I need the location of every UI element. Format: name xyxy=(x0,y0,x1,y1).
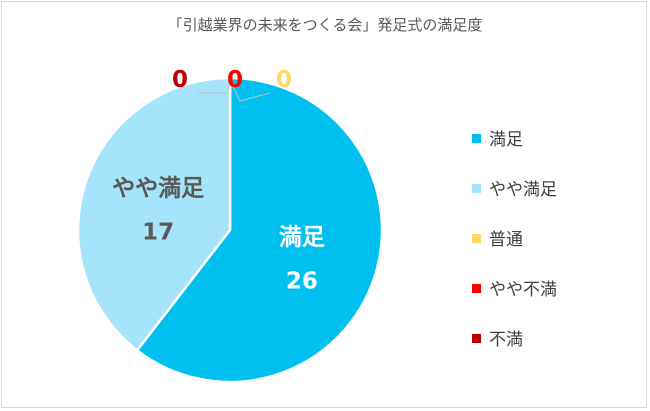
leader-line-3 xyxy=(229,79,271,102)
slice-value-label-5: 0 xyxy=(172,67,188,93)
legend-swatch-4 xyxy=(472,284,481,293)
legend-label-5: 不満 xyxy=(489,330,523,350)
slice-value-label-2: 17 xyxy=(142,219,174,245)
legend-swatch-3 xyxy=(472,234,481,243)
chart-title: 「引越業界の未来をつくる会」発足式の満足度 xyxy=(168,16,483,34)
slice-labels: 満足 26 やや満足 17 0 0 0 xyxy=(112,67,325,295)
leader-line-5 xyxy=(198,79,231,94)
leader-lines xyxy=(198,79,271,102)
legend-label-3: 普通 xyxy=(489,230,523,250)
legend-swatch-2 xyxy=(472,184,481,193)
pie-slice-1 xyxy=(135,76,384,384)
legend-label-2: やや満足 xyxy=(489,180,557,200)
slice-category-label-1: 満足 xyxy=(279,225,325,251)
legend-swatch-5 xyxy=(472,334,481,343)
legend-label-1: 満足 xyxy=(489,130,523,150)
slice-category-label-2: やや満足 xyxy=(112,175,204,201)
pie-slice-2 xyxy=(76,76,232,353)
slice-value-label-1: 26 xyxy=(286,269,318,295)
legend-label-4: やや不満 xyxy=(489,280,557,300)
slice-value-label-3: 0 xyxy=(276,67,292,93)
legend-swatch-1 xyxy=(472,134,481,143)
pie-slices xyxy=(76,76,384,384)
slice-value-label-4: 0 xyxy=(227,67,243,93)
